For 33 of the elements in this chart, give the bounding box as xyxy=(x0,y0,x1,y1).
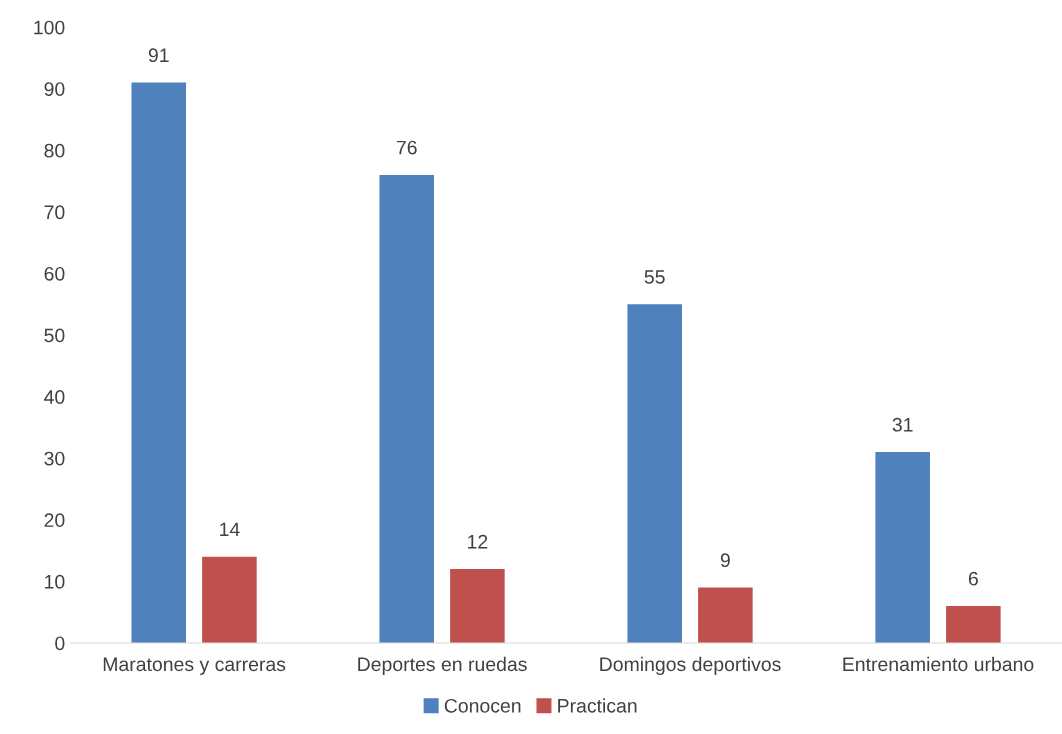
y-tick-label: 20 xyxy=(44,513,65,528)
y-tick-label: 40 xyxy=(44,390,65,404)
data-label: 9 xyxy=(720,553,730,568)
x-tick-label: Entrenamiento urbano xyxy=(843,656,1034,672)
legend-label: Conocen xyxy=(444,698,521,713)
data-label: 55 xyxy=(644,270,665,284)
bar xyxy=(450,569,505,643)
bar xyxy=(379,174,434,643)
y-tick-label: 70 xyxy=(44,205,65,220)
bar xyxy=(627,304,682,643)
data-label: 12 xyxy=(468,534,488,549)
y-tick-label: 10 xyxy=(45,574,65,589)
y-tick-label: 50 xyxy=(44,328,65,343)
data-label: 6 xyxy=(968,571,978,586)
bar xyxy=(202,556,257,643)
data-label: 31 xyxy=(892,417,913,432)
data-label: 91 xyxy=(148,48,169,63)
x-tick-label: Deportes en ruedas xyxy=(358,656,527,675)
legend-label: Practican xyxy=(558,698,637,713)
bar xyxy=(875,452,930,643)
bar xyxy=(698,587,753,643)
bar xyxy=(131,82,187,643)
y-tick-label: 100 xyxy=(34,20,65,35)
y-tick-label: 0 xyxy=(55,636,65,651)
data-label: 14 xyxy=(220,522,240,537)
x-tick-label: Maratones y carreras xyxy=(103,657,286,675)
y-tick-label: 30 xyxy=(44,451,65,466)
y-tick-label: 80 xyxy=(44,143,65,158)
bar xyxy=(946,606,1001,643)
y-tick-label: 90 xyxy=(44,82,65,96)
x-tick-label: Domingos deportivos xyxy=(600,656,781,675)
data-label: 76 xyxy=(396,140,417,155)
y-tick-label: 60 xyxy=(44,266,65,281)
